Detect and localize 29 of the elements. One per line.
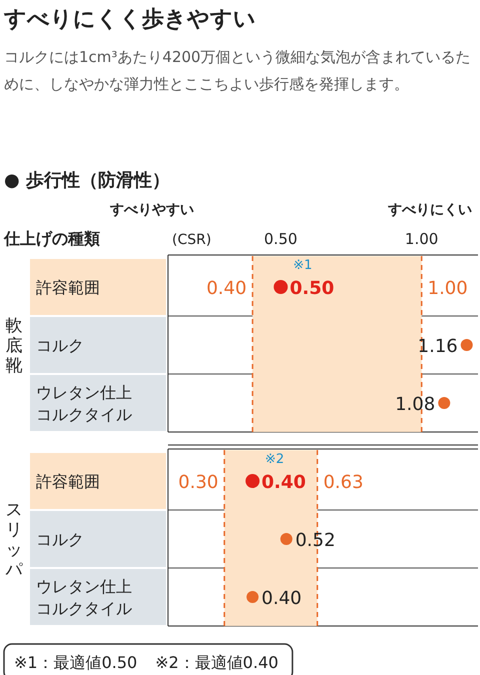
data-label: 0.40	[262, 472, 306, 493]
annotation: ※2	[264, 452, 284, 467]
ref-line-label: 0.30	[178, 472, 218, 493]
text: ● 歩行性（防滑性）	[4, 170, 170, 191]
y-tick-label: コルク	[36, 530, 84, 549]
data-label: 0.50	[290, 278, 334, 299]
text: ※2：最適値0.40	[155, 653, 278, 672]
ref-line-label: 0.40	[206, 278, 247, 299]
data-label: 0.40	[262, 588, 302, 609]
y-tick-label: コルク	[36, 336, 84, 355]
data-label: 0.52	[295, 530, 336, 551]
chart-subtitle: コルクには1cm³あたり4200万個という微細な気泡が含まれているために、しなやかな弾力性とここちよい歩行感を発揮します。	[4, 47, 472, 95]
chart-title: すべりにくく歩きやすい	[4, 6, 256, 34]
text: すべりやすい	[109, 202, 194, 218]
y-tick-label: ウレタン仕上コルクタイル	[36, 577, 132, 618]
data-label: 1.16	[418, 336, 458, 357]
data-label: 1.08	[395, 394, 436, 415]
annotation: ※1	[293, 258, 312, 273]
y-axis-title: 軟底靴	[6, 316, 22, 376]
y-tick-label: ウレタン仕上コルクタイル	[36, 383, 132, 424]
y-tick-label: 許容範囲	[36, 278, 100, 297]
text: ※1：最適値0.50	[14, 653, 138, 672]
x-axis-title: (CSR)	[172, 232, 212, 248]
text: 仕上げの種類	[3, 229, 100, 248]
y-tick-label: 許容範囲	[36, 472, 100, 491]
text: すべりにくい	[387, 202, 472, 218]
ref-line-label: 1.00	[428, 278, 468, 299]
ref-line-label: 0.63	[323, 472, 364, 493]
y-axis-title: スリッパ	[4, 500, 24, 580]
